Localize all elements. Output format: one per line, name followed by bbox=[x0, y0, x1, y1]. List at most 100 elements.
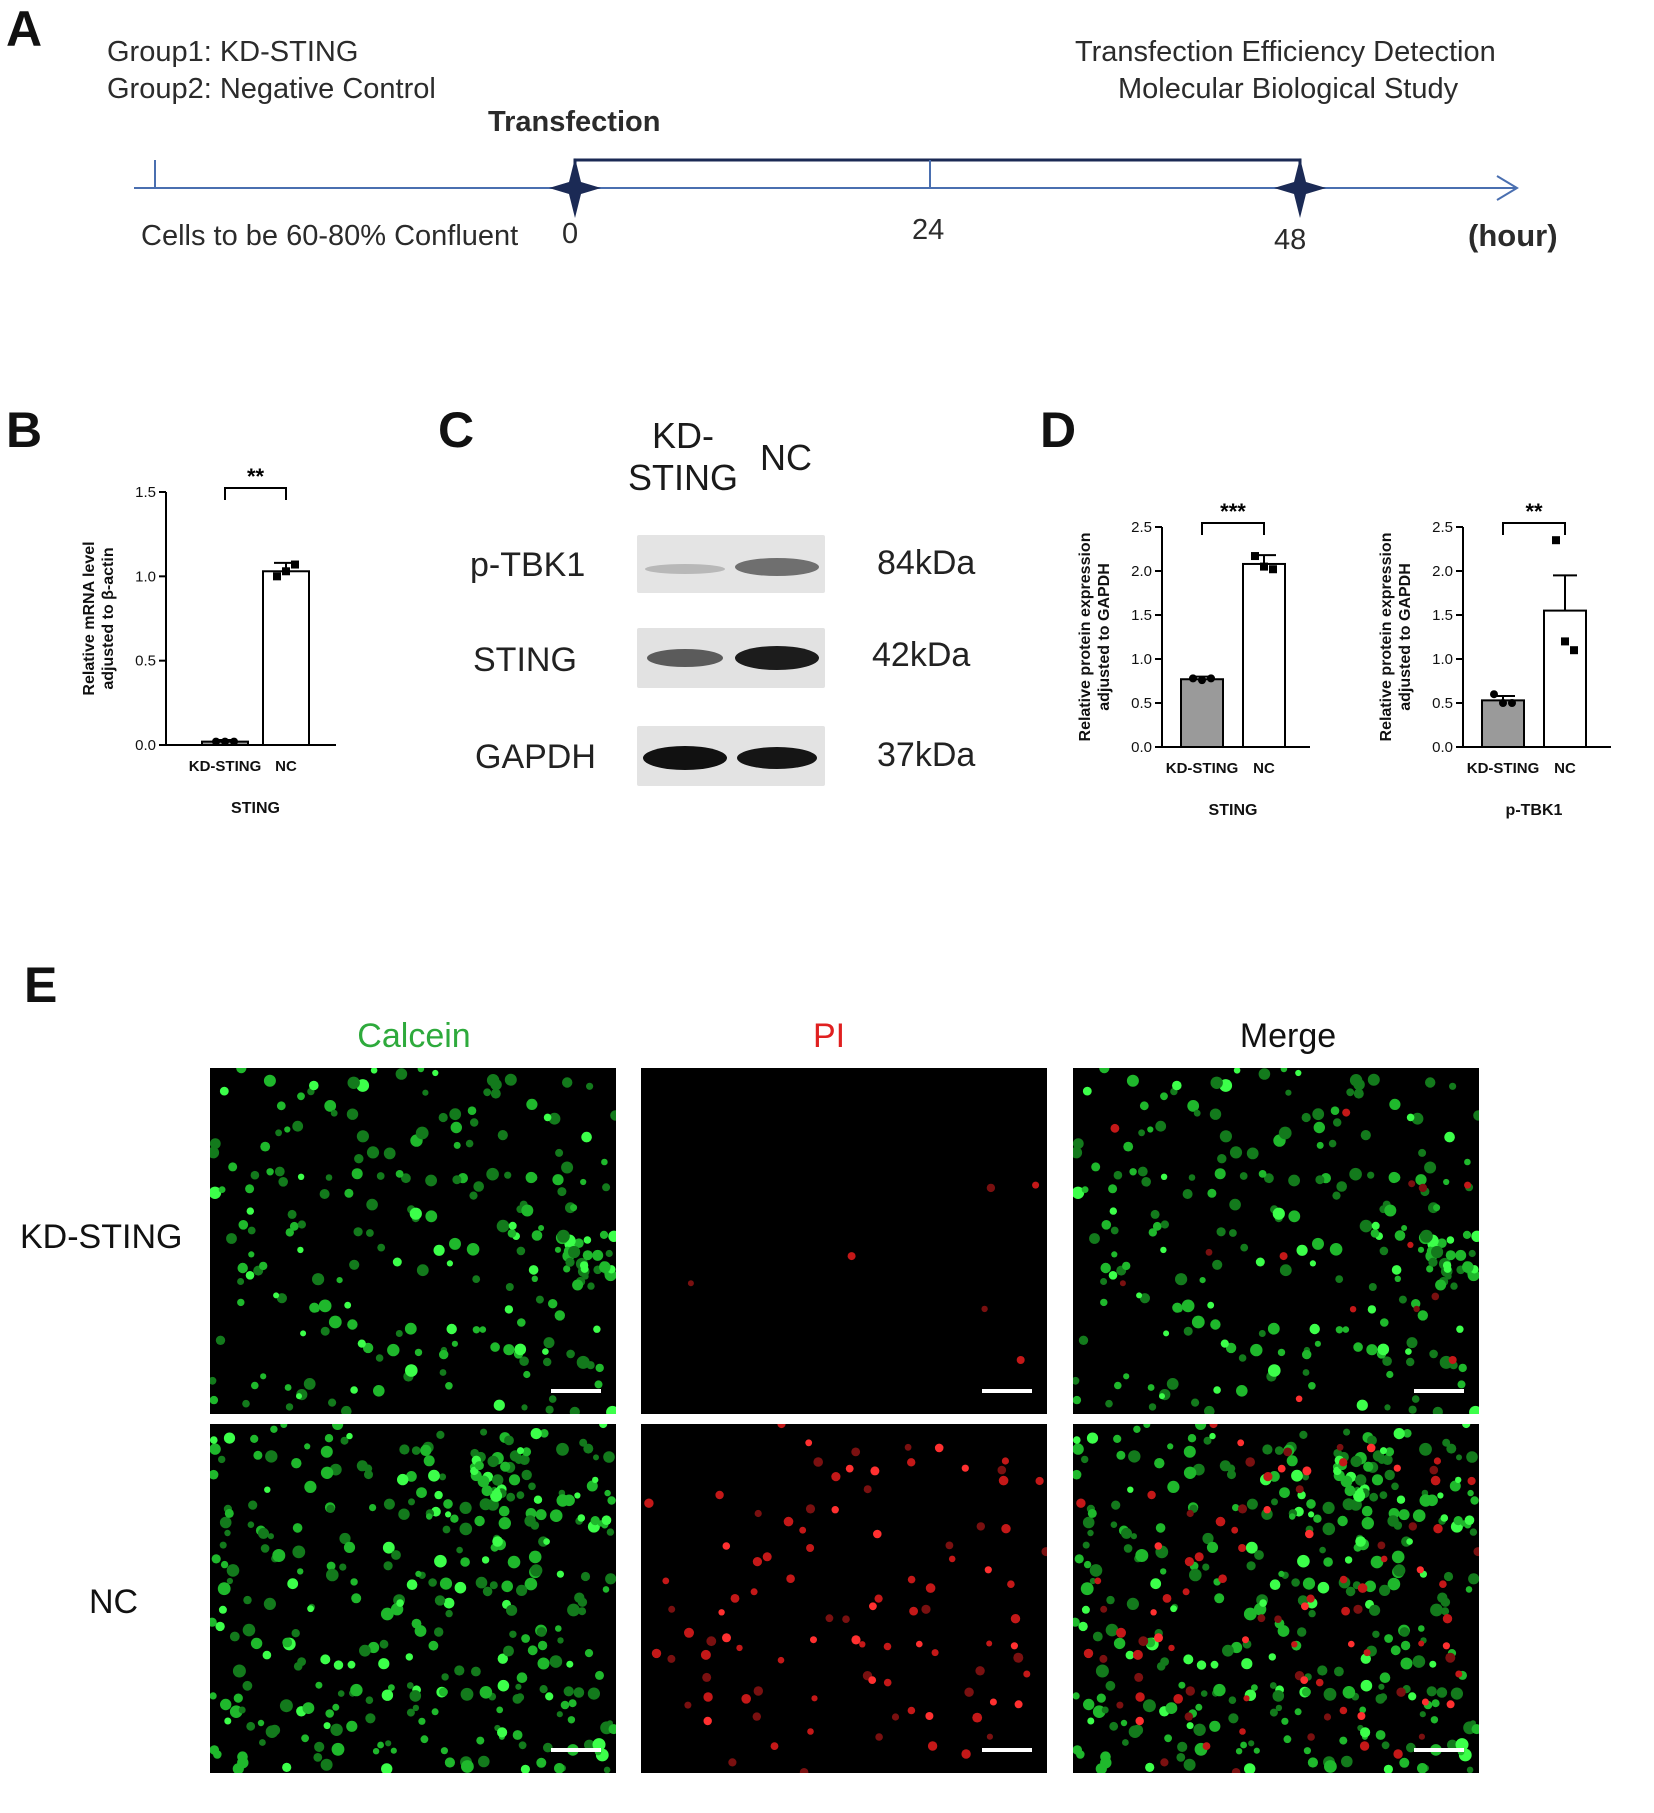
cell-dot bbox=[1116, 1450, 1126, 1460]
cell-dot bbox=[1130, 1533, 1137, 1540]
cell-dot bbox=[1191, 1398, 1200, 1407]
bar-nc bbox=[262, 570, 310, 746]
cell-dot bbox=[1450, 1687, 1463, 1700]
cell-dot bbox=[1172, 1302, 1183, 1313]
cell-dot bbox=[568, 1245, 581, 1259]
cell-dot bbox=[242, 1680, 253, 1691]
cell-dot bbox=[219, 1086, 229, 1096]
cell-dot bbox=[736, 1644, 743, 1652]
y-tick-label: 1.5 bbox=[135, 484, 156, 501]
data-point bbox=[1260, 562, 1268, 571]
cell-dot bbox=[418, 1717, 426, 1725]
cell-dot bbox=[1466, 1766, 1474, 1773]
cell-dot bbox=[1433, 1204, 1441, 1212]
cell-dot bbox=[527, 1645, 538, 1656]
cell-dot bbox=[349, 1259, 360, 1270]
cell-dot bbox=[339, 1532, 351, 1545]
cell-dot bbox=[1209, 1108, 1222, 1120]
cell-dot bbox=[1073, 1443, 1084, 1455]
cell-dot bbox=[1375, 1694, 1386, 1704]
cell-dot bbox=[1380, 1555, 1388, 1563]
cell-dot bbox=[1163, 1330, 1170, 1337]
cell-dot bbox=[505, 1283, 514, 1291]
cell-dot bbox=[1191, 1315, 1205, 1329]
cell-dot bbox=[1302, 1349, 1312, 1360]
cell-dot bbox=[601, 1515, 612, 1525]
cell-dot bbox=[925, 1712, 934, 1720]
cell-dot bbox=[1408, 1180, 1416, 1188]
cell-dot bbox=[1142, 1699, 1156, 1713]
cell-dot bbox=[432, 1069, 439, 1077]
cell-dot bbox=[1113, 1170, 1123, 1180]
cell-dot bbox=[1324, 1760, 1337, 1773]
cell-dot bbox=[498, 1505, 510, 1517]
cell-dot bbox=[1155, 1523, 1166, 1533]
cell-dot bbox=[569, 1406, 580, 1414]
cell-dot bbox=[396, 1599, 404, 1607]
chart-b: 0.0 0.5 1.0 1.5 Relative mRNA level adjusted … bbox=[81, 464, 336, 817]
cell-dot bbox=[1123, 1373, 1130, 1380]
cell-dot bbox=[250, 1434, 259, 1443]
cell-dot bbox=[1091, 1162, 1101, 1172]
cell-dot bbox=[1316, 1141, 1324, 1149]
cell-dot bbox=[531, 1275, 538, 1282]
cell-dot bbox=[517, 1447, 524, 1455]
cell-dot bbox=[1196, 1660, 1207, 1670]
blot-kda-label: 42kDa bbox=[872, 636, 971, 674]
cell-dot bbox=[984, 1566, 992, 1574]
cell-dot bbox=[1291, 1469, 1303, 1482]
cell-dot bbox=[1100, 1605, 1108, 1613]
cell-dot bbox=[456, 1546, 463, 1554]
cell-dot bbox=[218, 1455, 226, 1464]
cell-dot bbox=[1469, 1405, 1479, 1414]
data-point bbox=[221, 737, 229, 746]
cell-dot bbox=[477, 1475, 490, 1488]
cell-dot bbox=[340, 1436, 349, 1445]
cell-dot bbox=[1122, 1261, 1131, 1271]
cell-dot bbox=[451, 1340, 458, 1347]
y-tick-label: 2.0 bbox=[1131, 563, 1152, 580]
cell-dot bbox=[1246, 1561, 1256, 1571]
cell-dot bbox=[684, 1701, 692, 1709]
cell-dot bbox=[1349, 1306, 1357, 1313]
cell-dot bbox=[326, 1504, 335, 1513]
cell-dot bbox=[1082, 1086, 1092, 1096]
significance-label: ** bbox=[247, 464, 265, 489]
cell-dot bbox=[1108, 1184, 1118, 1194]
cell-dot bbox=[406, 1708, 415, 1717]
cell-dot bbox=[1175, 1273, 1188, 1286]
cell-dot bbox=[590, 1516, 600, 1526]
cell-dot bbox=[927, 1741, 938, 1751]
cell-dot bbox=[257, 1719, 265, 1727]
cell-dot bbox=[478, 1755, 490, 1768]
cell-dot bbox=[1279, 1264, 1292, 1277]
cell-dot bbox=[1248, 1740, 1255, 1747]
cell-dot bbox=[1305, 1529, 1314, 1539]
cell-dot bbox=[668, 1605, 676, 1613]
cell-dot bbox=[1255, 1257, 1265, 1267]
cell-dot bbox=[304, 1443, 311, 1450]
cell-dot bbox=[504, 1171, 512, 1179]
cell-dot bbox=[543, 1337, 555, 1349]
cell-dot bbox=[752, 1712, 761, 1721]
cell-dot bbox=[1268, 1653, 1276, 1661]
cell-dot bbox=[1353, 1088, 1364, 1099]
cell-dot bbox=[986, 1640, 993, 1647]
cell-dot bbox=[1110, 1123, 1120, 1133]
cell-dot bbox=[399, 1444, 410, 1455]
cell-dot bbox=[1172, 1080, 1182, 1091]
cell-dot bbox=[1272, 1690, 1285, 1702]
cell-dot bbox=[504, 1435, 514, 1446]
cell-dot bbox=[1073, 1469, 1082, 1480]
cell-dot bbox=[366, 1198, 378, 1211]
cell-dot bbox=[1467, 1476, 1476, 1486]
cell-dot bbox=[1421, 1698, 1429, 1706]
cell-dot bbox=[1353, 1604, 1363, 1614]
cell-dot bbox=[1099, 1068, 1110, 1074]
cell-dot bbox=[586, 1082, 594, 1090]
cell-dot bbox=[344, 1188, 354, 1198]
cell-dot bbox=[1154, 1542, 1163, 1550]
timeline-arrowhead bbox=[1496, 175, 1519, 201]
blot-strip bbox=[637, 628, 825, 688]
cell-dot bbox=[280, 1424, 288, 1428]
